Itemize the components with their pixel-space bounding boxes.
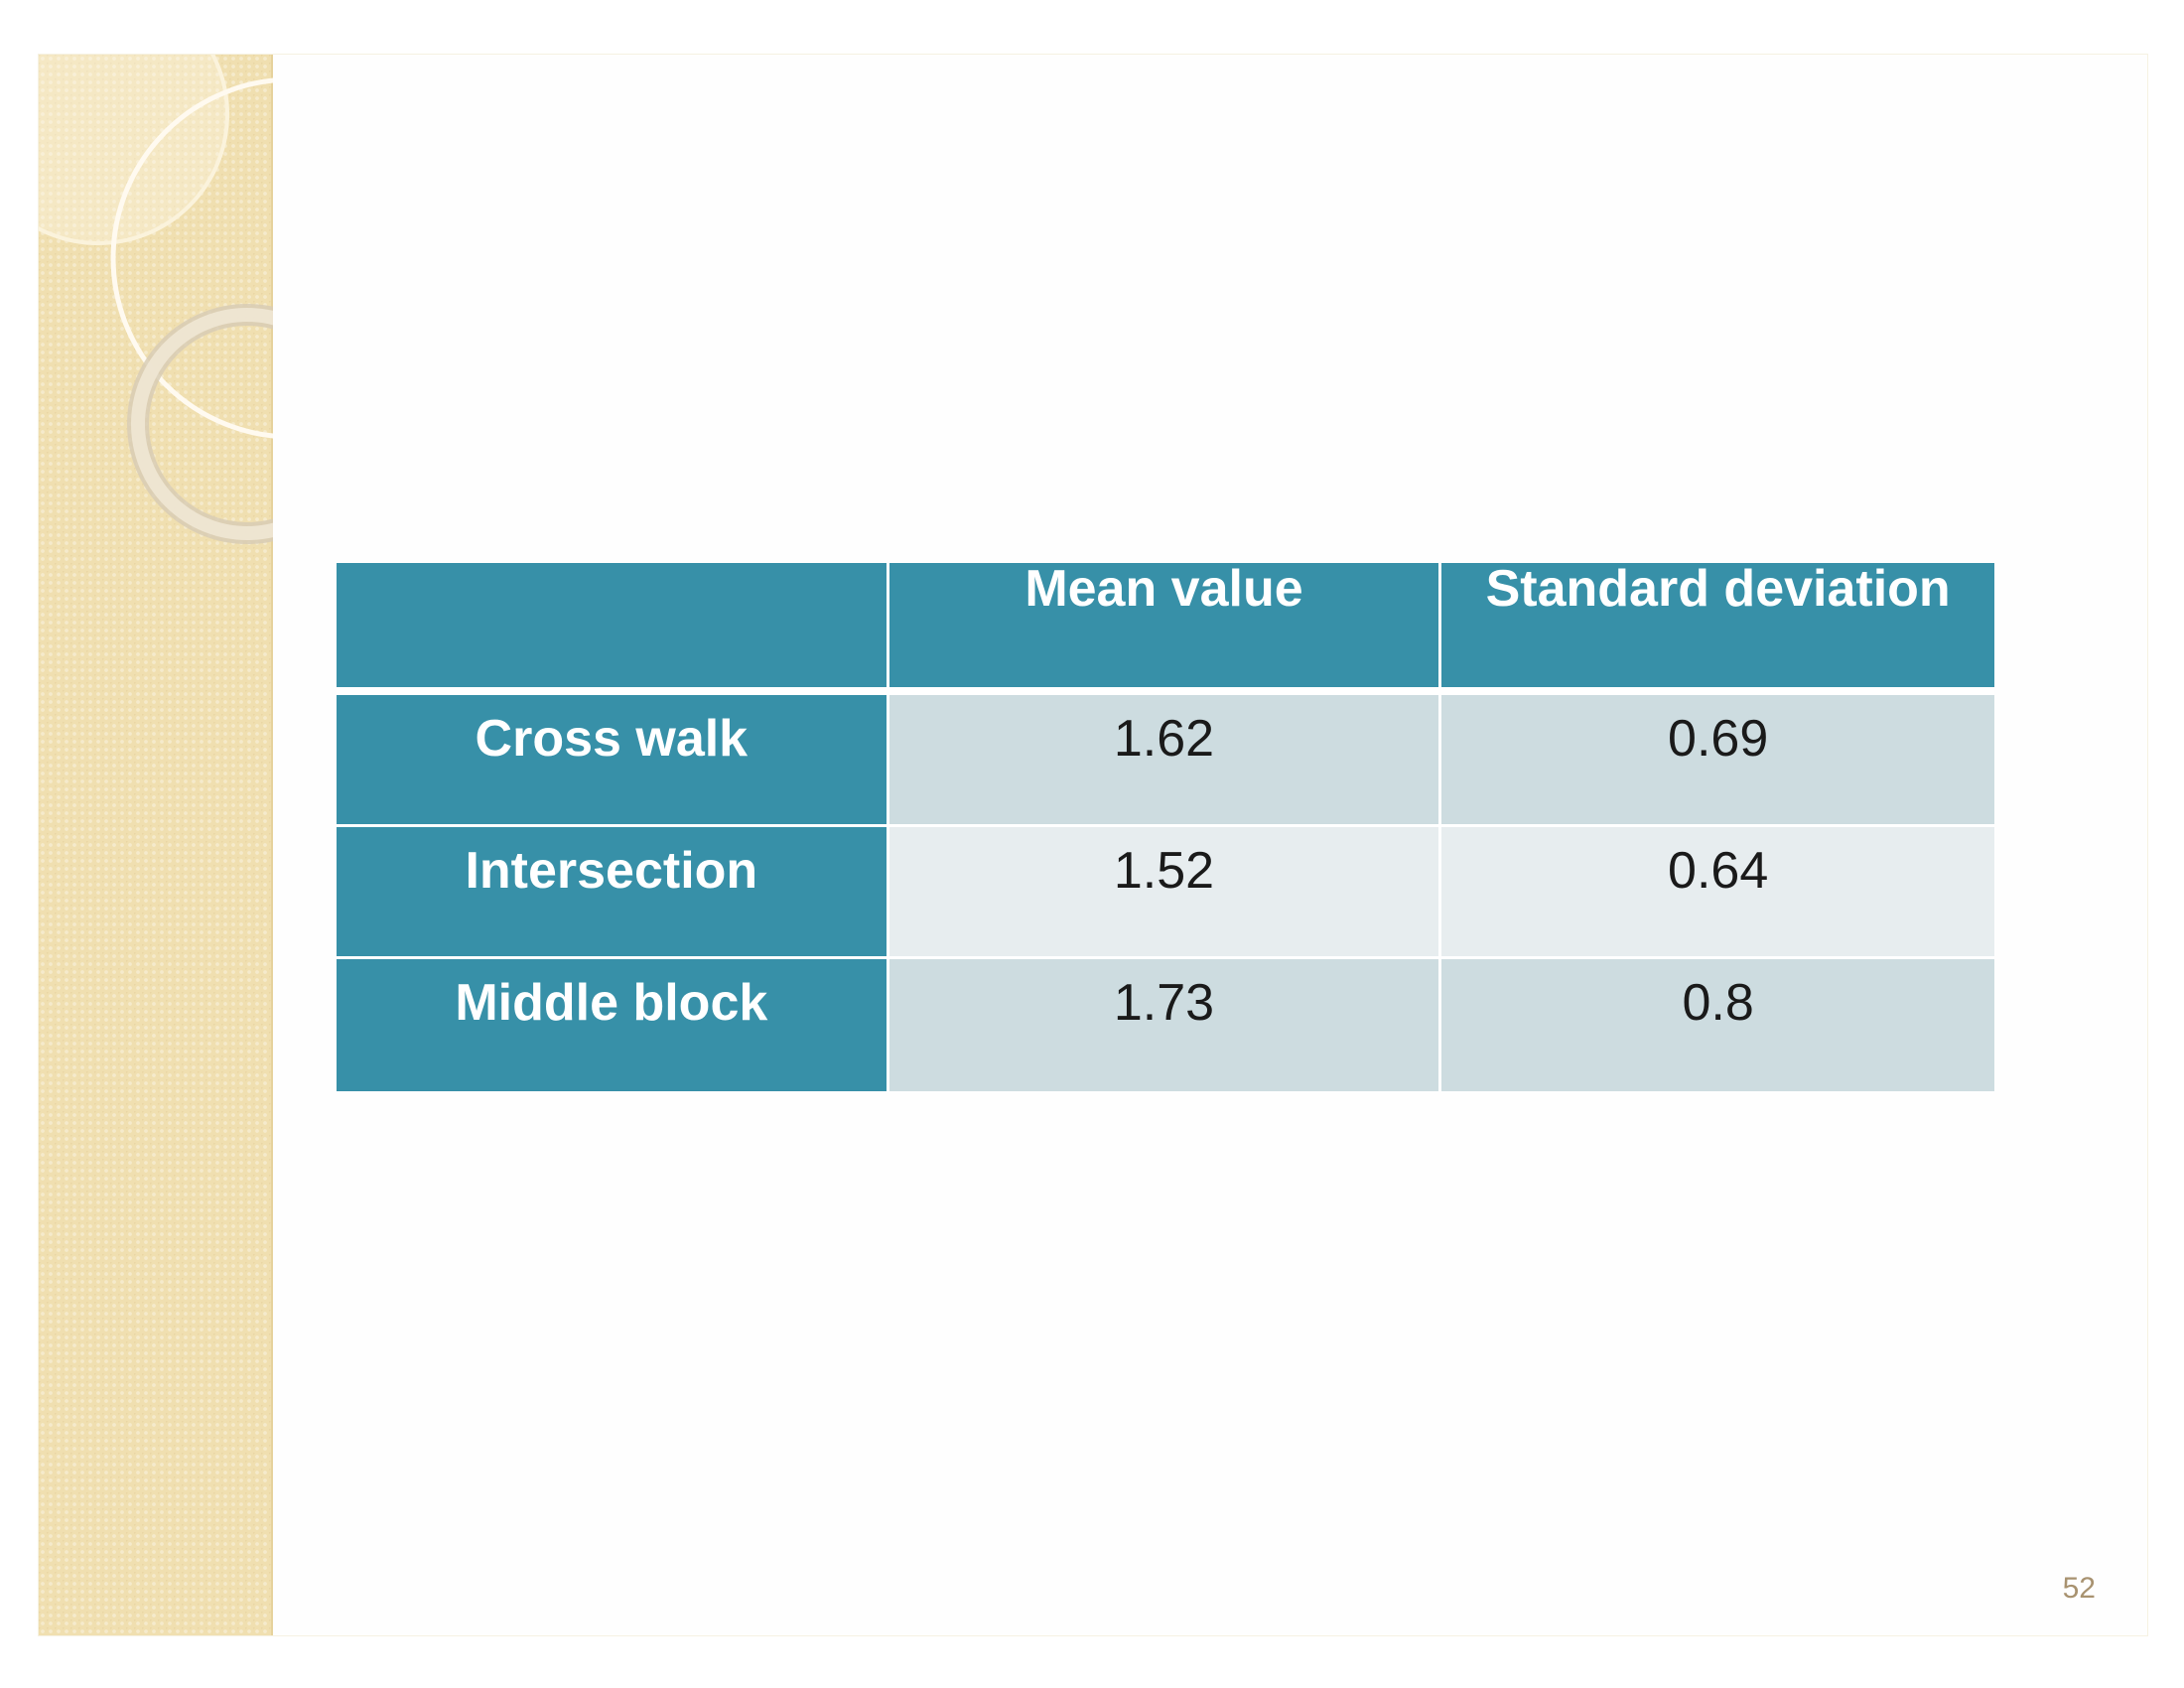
row-label-middle-block: Middle block: [337, 959, 889, 1091]
std-dev-cell: 0.8: [1441, 959, 1994, 1091]
mean-value-cell: 1.73: [888, 959, 1442, 1091]
table-row: Cross walk 1.62 0.69: [337, 695, 1994, 827]
table-row: Middle block 1.73 0.8: [337, 959, 1994, 1091]
slide-number: 52: [2062, 1572, 2096, 1605]
mean-value-cell: 1.62: [888, 695, 1442, 827]
slide: Mean value Standard deviation Cross walk…: [38, 54, 2148, 1636]
row-label-intersection: Intersection: [337, 827, 889, 959]
decorative-side-panel: [39, 55, 273, 1635]
stats-table: Mean value Standard deviation Cross walk…: [337, 563, 1994, 1091]
table-header-mean: Mean value: [888, 563, 1442, 695]
std-dev-cell: 0.69: [1441, 695, 1994, 827]
table-header-empty: [337, 563, 889, 695]
table-header-row: Mean value Standard deviation: [337, 563, 1994, 695]
table-header-std: Standard deviation: [1441, 563, 1994, 695]
mean-value-cell: 1.52: [888, 827, 1442, 959]
stats-table-container: Mean value Standard deviation Cross walk…: [337, 563, 1994, 1091]
decorative-circles-icon: [39, 55, 273, 544]
row-label-cross-walk: Cross walk: [337, 695, 889, 827]
std-dev-cell: 0.64: [1441, 827, 1994, 959]
table-row: Intersection 1.52 0.64: [337, 827, 1994, 959]
